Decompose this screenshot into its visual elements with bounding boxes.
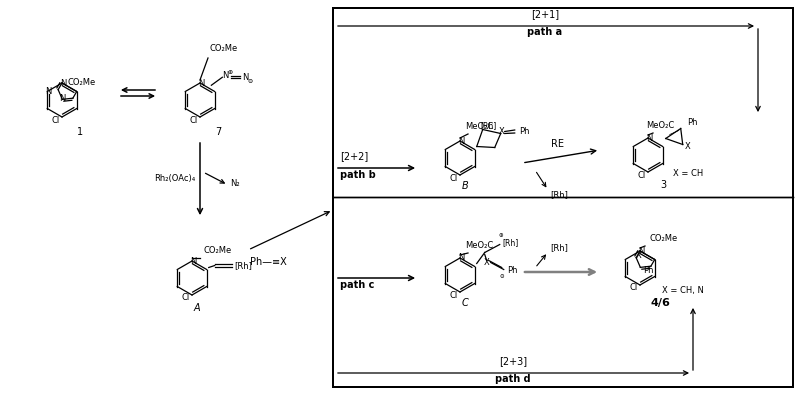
Text: ⊖: ⊖ [499,274,504,279]
Text: [2+2]: [2+2] [340,151,368,161]
Text: path c: path c [340,280,375,290]
Text: Cl: Cl [450,290,458,299]
Text: Cl: Cl [52,115,60,125]
Text: Rh₂(OAc)₄: Rh₂(OAc)₄ [153,173,195,182]
Text: ⊕: ⊕ [228,70,233,75]
Text: RE: RE [551,139,565,149]
Text: [Rh]: [Rh] [550,243,568,253]
Text: [Rh]: [Rh] [235,261,252,270]
Text: Cl: Cl [638,171,646,180]
Text: ⊕: ⊕ [499,233,503,238]
Text: X = CH, N: X = CH, N [662,286,704,294]
Text: path d: path d [495,374,531,384]
Text: path a: path a [527,27,562,37]
Text: MeO₂C: MeO₂C [465,240,493,249]
Text: [2+1]: [2+1] [531,9,559,19]
Text: N: N [646,134,652,143]
Text: MeO₂C: MeO₂C [646,121,674,130]
Text: N: N [638,247,644,255]
Text: X: X [635,251,641,260]
Text: X: X [685,142,690,151]
Text: CO₂Me: CO₂Me [650,234,678,242]
Text: X: X [499,127,505,136]
Text: MeO₂C: MeO₂C [465,121,493,130]
Text: Ph—≡X: Ph—≡X [250,257,287,267]
Text: N: N [45,87,51,96]
Text: N: N [222,71,229,80]
Text: CO₂Me: CO₂Me [210,43,238,52]
Text: X = CH: X = CH [673,169,703,178]
Text: [2+3]: [2+3] [499,356,527,366]
Text: N: N [60,78,66,87]
Text: [Rh]: [Rh] [550,191,568,199]
Bar [333,8,793,387]
Text: [Rh]: [Rh] [481,121,497,130]
Text: ⊖: ⊖ [248,79,253,84]
Text: 3: 3 [660,180,666,190]
Text: 1: 1 [77,127,83,137]
Text: Cl: Cl [181,294,190,303]
Text: Ph: Ph [507,266,517,275]
Text: A: A [193,303,201,313]
Text: 4/6: 4/6 [650,298,670,308]
Text: N: N [242,73,248,82]
Text: 7: 7 [215,127,221,137]
Text: CO₂Me: CO₂Me [67,78,96,87]
Text: B: B [462,181,468,191]
Bar [333,8,793,387]
Text: N: N [458,136,464,145]
Text: Ph: Ph [644,266,654,275]
Text: path b: path b [340,170,376,180]
Text: N: N [458,253,464,262]
Text: C: C [462,298,468,308]
Text: X: X [484,258,490,267]
Text: Cl: Cl [189,115,198,125]
Text: Ph: Ph [519,127,529,136]
Text: Ph: Ph [686,118,698,127]
Text: N: N [59,94,66,103]
Text: N₂: N₂ [230,178,240,188]
Text: Cl: Cl [630,284,638,292]
Text: N: N [190,256,197,266]
Text: [Rh]: [Rh] [503,238,519,247]
Text: Cl: Cl [450,173,458,182]
Text: N: N [198,78,205,87]
Text: CO₂Me: CO₂Me [204,245,233,255]
